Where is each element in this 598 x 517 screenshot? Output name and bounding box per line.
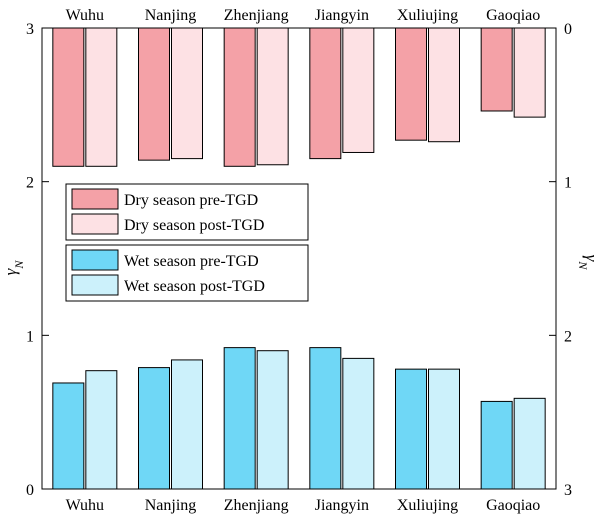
category-label-top-zhenjiang: Zhenjiang xyxy=(224,7,289,24)
category-label-bottom-zhenjiang: Zhenjiang xyxy=(224,497,289,514)
bar-wet-season-pre-tgd-xuliujing xyxy=(395,368,427,490)
legend-label-wet-post: Wet season post-TGD xyxy=(124,278,265,295)
bar-wet-season-pre-tgd-jiangyin xyxy=(309,347,342,490)
bar-wet-season-pre-tgd-wuhu xyxy=(52,382,85,490)
bar-wet-season-pre-tgd-gaoqiao xyxy=(480,400,513,490)
bar-dry-season-post-tgd-gaoqiao xyxy=(513,27,546,118)
bar-dry-season-pre-tgd-nanjing xyxy=(138,27,170,161)
bar-dry-season-post-tgd-jiangyin xyxy=(342,27,375,153)
category-label-bottom-wuhu: Wuhu xyxy=(66,497,104,514)
left-tick-label-1: 1 xyxy=(26,328,34,345)
legend-label-dry-post: Dry season post-TGD xyxy=(124,217,264,234)
bar-dry-season-pre-tgd-gaoqiao xyxy=(480,27,513,112)
bar-dry-season-pre-tgd-zhenjiang xyxy=(223,27,256,167)
plot-frame xyxy=(41,27,557,490)
right-tick-label-2: 2 xyxy=(564,328,572,345)
right-axis-title-sub: N xyxy=(576,260,590,270)
right-tick-label-0: 0 xyxy=(564,21,572,38)
left-tick-label-2: 2 xyxy=(26,175,34,192)
bar-wet-season-pre-tgd-nanjing xyxy=(138,367,170,490)
bar-wet-season-post-tgd-zhenjiang xyxy=(256,350,289,490)
bar-dry-season-post-tgd-xuliujing xyxy=(428,27,460,143)
legend-swatch-dry-post xyxy=(71,213,119,235)
category-labels: Wuhu Wuhu Nanjing Nanjing Zhenjiang Zhenjiang… xyxy=(66,7,541,514)
category-label-bottom-gaoqiao: Gaoqiao xyxy=(486,497,540,514)
left-axis-title: γN xyxy=(1,260,26,276)
left-tick-label-3: 3 xyxy=(26,21,34,38)
category-label-top-jiangyin: Jiangyin xyxy=(315,7,369,24)
right-tick-label-3: 3 xyxy=(564,482,572,499)
bar-dry-season-post-tgd-zhenjiang xyxy=(256,27,289,166)
left-tick-label-0: 0 xyxy=(26,482,34,499)
legend-swatch-wet-post xyxy=(71,274,119,296)
bar-dry-season-pre-tgd-xuliujing xyxy=(395,27,427,141)
category-label-bottom-jiangyin: Jiangyin xyxy=(315,497,369,514)
right-axis-title-main: γ xyxy=(582,255,598,263)
bar-dry-season-pre-tgd-jiangyin xyxy=(309,27,342,160)
category-label-top-xuliujing: Xuliujing xyxy=(397,7,458,24)
bar-wet-season-pre-tgd-zhenjiang xyxy=(223,347,256,490)
bar-wet-season-post-tgd-jiangyin xyxy=(342,357,375,490)
legend-wet: Wet season pre-TGD Wet season post-TGD xyxy=(65,244,309,302)
left-axis-title-main: γ xyxy=(1,267,20,275)
left-axis-title-sub: N xyxy=(12,260,26,270)
right-axis-title: γN xyxy=(576,255,598,271)
bar-wet-season-post-tgd-xuliujing xyxy=(428,368,460,490)
category-label-bottom-xuliujing: Xuliujing xyxy=(397,497,458,514)
category-label-top-nanjing: Nanjing xyxy=(145,7,197,24)
category-label-bottom-nanjing: Nanjing xyxy=(145,497,197,514)
plot-border xyxy=(41,27,557,490)
legend-dry: Dry season pre-TGD Dry season post-TGD xyxy=(65,183,309,241)
bar-dry-season-pre-tgd-wuhu xyxy=(52,27,85,167)
legend-label-wet-pre: Wet season pre-TGD xyxy=(124,253,259,270)
legend-swatch-dry-pre xyxy=(71,188,119,210)
bar-wet-season-post-tgd-gaoqiao xyxy=(513,397,546,490)
category-label-top-wuhu: Wuhu xyxy=(66,7,104,24)
right-tick-label-1: 1 xyxy=(564,175,572,192)
bars-layer xyxy=(52,27,546,490)
legend-label-dry-pre: Dry season pre-TGD xyxy=(124,192,258,209)
bar-dry-season-post-tgd-nanjing xyxy=(171,27,203,160)
axis-ticks: 0 1 2 3 0 1 2 3 xyxy=(26,21,572,499)
bar-dry-season-post-tgd-wuhu xyxy=(85,27,118,167)
category-label-top-gaoqiao: Gaoqiao xyxy=(486,7,540,24)
bar-wet-season-post-tgd-wuhu xyxy=(85,370,118,490)
bar-wet-season-post-tgd-nanjing xyxy=(171,359,203,490)
legend-swatch-wet-pre xyxy=(71,249,119,271)
